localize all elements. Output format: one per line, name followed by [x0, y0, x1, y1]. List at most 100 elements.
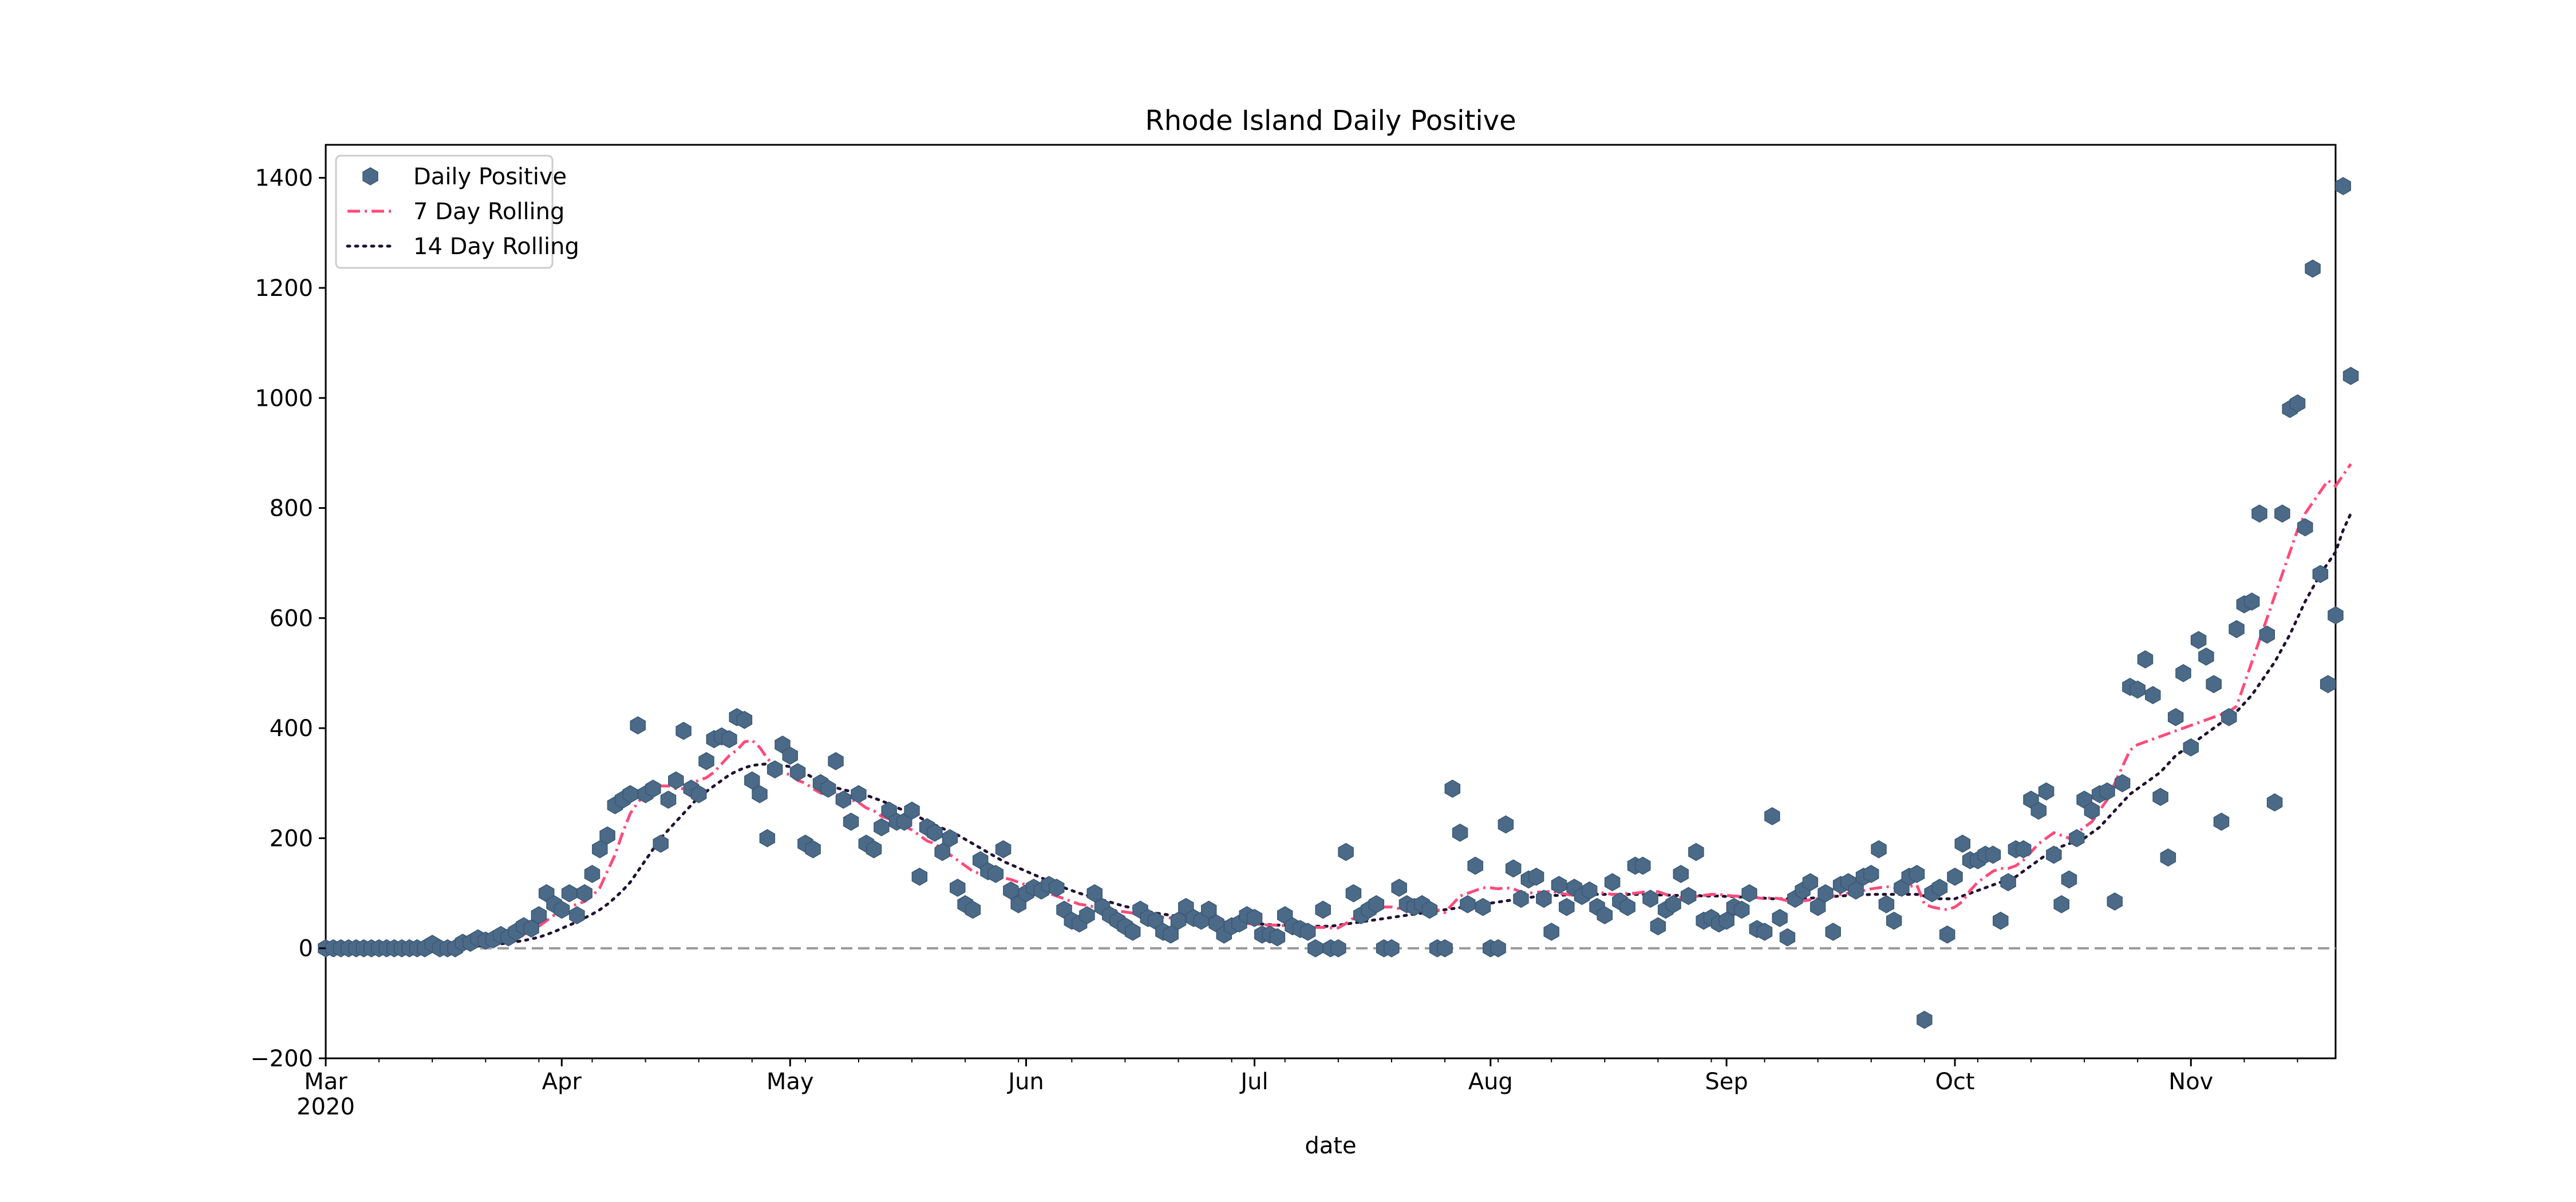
daily-positive-point — [789, 763, 806, 781]
daily-positive-point — [1718, 911, 1735, 930]
daily-positive-point — [1688, 843, 1704, 861]
daily-positive-point — [1421, 900, 1438, 919]
y-tick-label: 1400 — [255, 165, 313, 192]
daily-positive-point — [1444, 780, 1461, 798]
daily-positive-point — [866, 840, 882, 859]
daily-positive-point — [1170, 911, 1187, 930]
daily-positive-point — [1818, 884, 1834, 903]
daily-positive-point — [2167, 708, 2184, 726]
daily-positive-point — [1809, 897, 1826, 916]
daily-positive-point — [2015, 840, 2032, 859]
daily-positive-point — [2266, 793, 2283, 812]
daily-positive-point — [1947, 867, 1963, 886]
daily-positive-point — [2129, 680, 2146, 699]
daily-positive-point — [874, 818, 890, 837]
line-14-day-rolling — [324, 512, 2353, 950]
daily-positive-point — [2152, 788, 2168, 806]
daily-positive-point — [2030, 801, 2047, 820]
daily-positive-point — [987, 865, 1004, 883]
daily-positive-point — [1498, 815, 1514, 834]
daily-positive-point — [2000, 873, 2016, 892]
daily-positive-point — [1917, 1010, 1933, 1029]
daily-positive-point — [1779, 928, 1796, 947]
daily-positive-point — [2198, 647, 2214, 666]
y-tick-label: 800 — [270, 496, 313, 522]
daily-positive-point — [2342, 366, 2359, 385]
daily-positive-point — [690, 785, 707, 804]
daily-positive-point — [1604, 873, 1621, 892]
x-tick-sublabel: 2020 — [297, 1094, 355, 1120]
y-tick-label: 0 — [299, 936, 313, 962]
daily-positive-point — [2243, 592, 2260, 611]
daily-positive-point — [1741, 884, 1757, 903]
daily-positive-point — [1475, 897, 1491, 916]
daily-positive-point — [1391, 879, 1407, 897]
x-tick-label: Oct — [1935, 1069, 1974, 1095]
daily-positive-point — [1269, 928, 1286, 947]
daily-positive-point — [668, 771, 684, 790]
daily-positive-point — [1003, 881, 1019, 900]
daily-positive-point — [1665, 895, 1681, 914]
daily-positive-point — [1528, 867, 1544, 886]
x-tick-label: Jun — [1006, 1069, 1044, 1095]
daily-positive-point — [1673, 865, 1689, 883]
daily-positive-point — [851, 785, 867, 804]
x-axis-label: date — [1305, 1133, 1356, 1159]
daily-positive-point — [835, 790, 852, 809]
daily-positive-point — [950, 879, 966, 897]
daily-positive-point — [1581, 881, 1598, 900]
daily-positive-point — [828, 752, 844, 770]
daily-positive-point — [584, 865, 600, 883]
chart-title: Rhode Island Daily Positive — [1145, 105, 1516, 137]
line-7-day-rolling — [326, 463, 2352, 950]
daily-positive-point — [2114, 774, 2131, 793]
daily-positive-point — [2305, 259, 2321, 278]
daily-positive-point — [2229, 620, 2245, 638]
daily-positive-point — [2251, 504, 2267, 523]
daily-positive-point — [1513, 889, 1529, 908]
daily-positive-point — [1200, 900, 1217, 919]
y-axis: −200 0 200 400 600 800 1000 1200 1400 — [250, 165, 326, 1072]
daily-positive-point — [1384, 939, 1400, 958]
daily-positive-point — [1756, 923, 1773, 941]
x-tick-label: Sep — [1705, 1069, 1748, 1095]
daily-positive-point — [1909, 865, 1925, 883]
x-tick-label: Apr — [542, 1069, 582, 1095]
daily-positive-point — [1345, 884, 1362, 903]
daily-positive-point — [820, 780, 836, 798]
x-tick-label: Aug — [1468, 1069, 1513, 1095]
daily-positive-point — [2183, 738, 2199, 757]
daily-positive-point — [1048, 879, 1065, 897]
daily-positive-point — [645, 780, 661, 798]
legend-box — [335, 155, 554, 269]
daily-positive-point — [1437, 939, 1453, 958]
daily-positive-point — [1650, 917, 1666, 936]
daily-positive-point — [1086, 884, 1103, 903]
daily-positive-point — [2312, 565, 2329, 583]
daily-positive-point — [721, 730, 737, 749]
daily-positive-point — [2160, 848, 2176, 867]
daily-positive-point — [1460, 895, 1476, 914]
daily-positive-point — [2221, 708, 2237, 726]
daily-positive-point — [2137, 650, 2154, 669]
daily-positive-point — [1559, 897, 1575, 916]
daily-positive-point — [1079, 906, 1095, 924]
daily-positive-point — [1330, 939, 1346, 958]
y-tick-label: 1200 — [255, 275, 313, 302]
daily-positive-point — [1848, 881, 1864, 900]
daily-positive-point — [2099, 782, 2115, 801]
daily-positive-point — [1939, 925, 1955, 944]
daily-positive-point — [2259, 625, 2275, 644]
daily-positive-point — [675, 722, 692, 740]
daily-positive-point — [1931, 879, 1948, 897]
daily-positive-point — [843, 812, 859, 831]
daily-positive-point — [2274, 504, 2290, 523]
daily-positive-point — [1299, 923, 1316, 941]
daily-positive-point — [752, 785, 768, 804]
daily-positive-point — [1772, 908, 1788, 927]
daily-positive-point — [1802, 873, 1819, 892]
daily-positive-point — [531, 906, 547, 924]
x-tick-label: Mar — [304, 1069, 347, 1095]
